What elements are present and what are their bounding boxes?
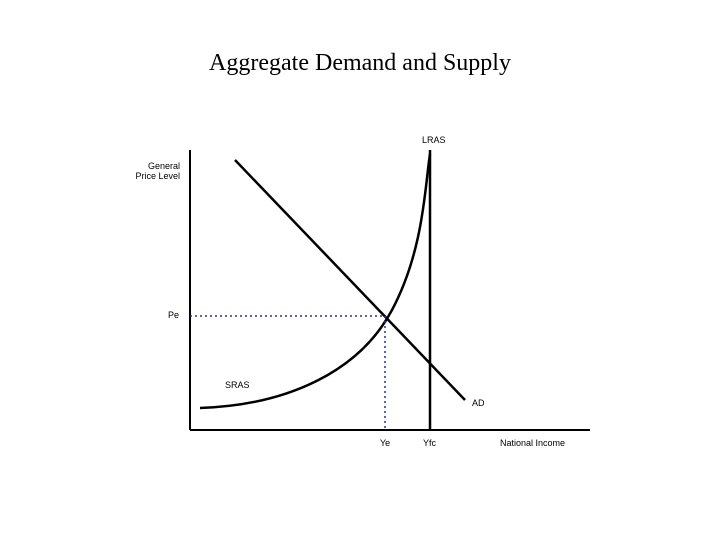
lras-label: LRAS [422,135,446,145]
page: Aggregate Demand and Supply General Pric… [0,0,720,540]
ad-label: AD [472,398,485,408]
yfc-label: Yfc [423,438,436,448]
chart-title: Aggregate Demand and Supply [0,50,720,77]
x-axis-label: National Income [500,438,565,448]
sras-label: SRAS [225,380,250,390]
pe-label: Pe [168,310,179,320]
y-axis-label-line2: Price Level [135,171,180,181]
y-axis-label: General Price Level [125,162,180,182]
ye-label: Ye [380,438,390,448]
y-axis-label-line1: General [148,161,180,171]
chart-area: General Price Level Pe SRAS LRAS AD Ye Y… [130,140,600,460]
chart-title-text: Aggregate Demand and Supply [209,50,511,76]
chart-svg [130,140,600,460]
